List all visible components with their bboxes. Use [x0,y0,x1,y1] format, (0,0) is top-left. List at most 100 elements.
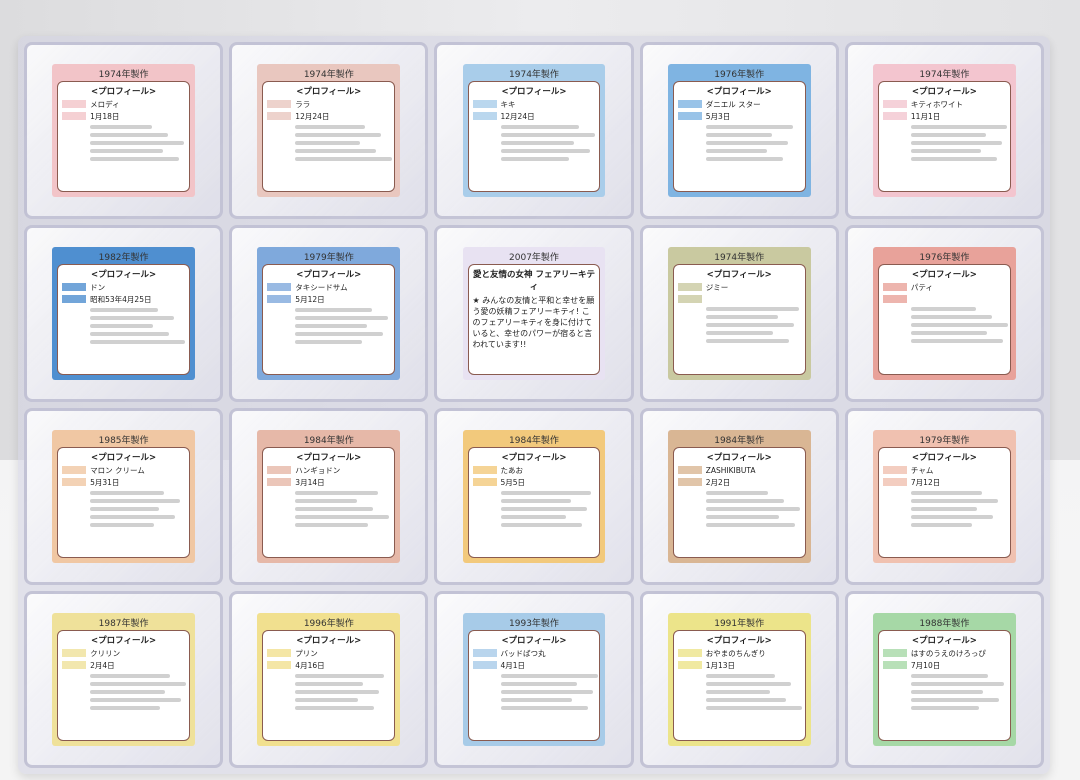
card-profile: <プロフィール> ハンギョドン 3月14日 [262,446,396,559]
text-line [705,314,779,319]
profile-row: おやまのちんぎり [677,648,801,658]
text-line [295,156,393,161]
row-label-tag [472,99,497,108]
row-value: マロン クリーム [90,465,145,475]
text-line [910,306,977,311]
row-label-tag [472,111,497,120]
row-value: 昭和53年4月25日 [90,294,152,304]
row-value: たあお [500,465,524,475]
clear-case: 1984年製作 <プロフィール> ハンギョドン 3月14日 [229,408,429,585]
row-value: 5月3日 [705,111,731,121]
profile-card: 1979年製作 <プロフィール> タキシードサム 5月12日 [257,246,401,381]
text-line [910,140,1002,145]
clear-case: 1987年製作 <プロフィール> クリリン 2月4日 [24,591,224,768]
profile-row: 5月5日 [472,477,596,487]
text-line [295,689,379,694]
text-line [910,506,978,511]
text-line [295,514,389,519]
text-line [500,490,592,495]
row-value: 3月14日 [295,477,325,487]
text-line [705,522,796,527]
text-line [90,315,174,320]
text-line [90,156,179,161]
card-year: 1996年製作 [303,618,354,629]
profile-heading: <プロフィール> [296,635,362,646]
row-label-tag [882,111,907,120]
profile-card: 1985年製作 <プロフィール> マロン クリーム 5月31日 [52,429,196,564]
row-label-tag [267,282,292,291]
text-line [90,705,161,710]
profile-card: 1984年製作 <プロフィール> ZASHIKIBUTA 2月2日 [667,429,811,564]
text-line [90,148,163,153]
card-year: 1993年製作 [509,618,559,629]
text-line [500,148,591,153]
profile-card: 1982年製作 <プロフィール> ドン 昭和53年4月25日 [52,246,196,381]
profile-row [677,294,801,303]
text-line [705,132,773,137]
row-label-tag [62,282,87,291]
text-line [910,314,993,319]
profile-row: ジミー [677,282,801,292]
row-value: 5月12日 [295,294,325,304]
card-year: 1979年製作 [303,252,354,263]
profile-row: キキ [472,99,596,109]
profile-row: メロディ [62,99,185,109]
text-line [500,140,575,145]
profile-row: 昭和53年4月25日 [62,294,185,304]
profile-row [882,294,1006,303]
profile-row: クリリン [62,648,185,658]
card-year: 1976年製作 [919,252,970,263]
row-label-tag [882,465,907,474]
text-line [910,124,1007,129]
profile-heading: <プロフィール> [911,635,977,646]
clear-case: 1982年製作 <プロフィール> ドン 昭和53年4月25日 [24,225,224,402]
card-profile: 愛と友情の女神 フェアリーキティ ★ みんなの友情と平和と幸せを願う愛の妖精フェア… [467,263,601,376]
profile-row: はすのうえのけろっぴ [882,648,1006,658]
row-label-tag [472,465,497,474]
text-line [90,124,152,129]
clear-case: 1988年製作 <プロフィール> はすのうえのけろっぴ 7月10日 [844,591,1044,768]
profile-card: 1974年製作 <プロフィール> ジミー [667,246,811,381]
profile-heading: <プロフィール> [91,635,157,646]
text-line [500,498,571,503]
row-value: ジミー [705,282,729,292]
profile-heading: <プロフィール> [911,452,977,463]
card-year: 1985年製作 [98,435,149,446]
row-value: タキシードサム [295,282,348,292]
text-line [500,156,570,161]
profile-card: 2007年製作 愛と友情の女神 フェアリーキティ ★ みんなの友情と平和と幸せを願う… [462,246,606,381]
profile-row: たあお [472,465,596,475]
text-line [90,339,185,344]
profile-row: バッドばつ丸 [472,648,596,658]
profile-heading: <プロフィール> [501,452,567,463]
row-value: 5月31日 [90,477,120,487]
row-label-tag [267,660,292,669]
row-value: はすのうえのけろっぴ [910,648,986,658]
text-line [90,331,169,336]
profile-heading: <プロフィール> [706,86,772,97]
text-line [705,124,793,129]
clear-case: 1974年製作 <プロフィール> メロディ 1月18日 [24,42,224,219]
profile-row: 7月10日 [882,660,1006,670]
profile-row: チャム [882,465,1006,475]
row-value: パティ [910,282,933,292]
row-label-tag [882,99,907,108]
text-line [500,522,582,527]
clear-case: 1979年製作 <プロフィール> タキシードサム 5月12日 [229,225,429,402]
card-profile: <プロフィール> マロン クリーム 5月31日 [57,446,191,559]
text-line [90,498,180,503]
row-label-tag [62,648,87,657]
text-line [295,498,357,503]
text-line [295,315,388,320]
clear-case: 1976年製作 <プロフィール> パティ [844,225,1044,402]
profile-row: 5月3日 [677,111,801,121]
card-profile: <プロフィール> チャム 7月12日 [877,446,1011,559]
row-value: クリリン [90,648,121,658]
text-line [295,323,367,328]
row-label-tag [677,99,702,108]
text-line [500,697,572,702]
text-line [910,330,988,335]
text-line [500,705,588,710]
text-line [500,506,587,511]
row-value: 1月18日 [90,111,120,121]
